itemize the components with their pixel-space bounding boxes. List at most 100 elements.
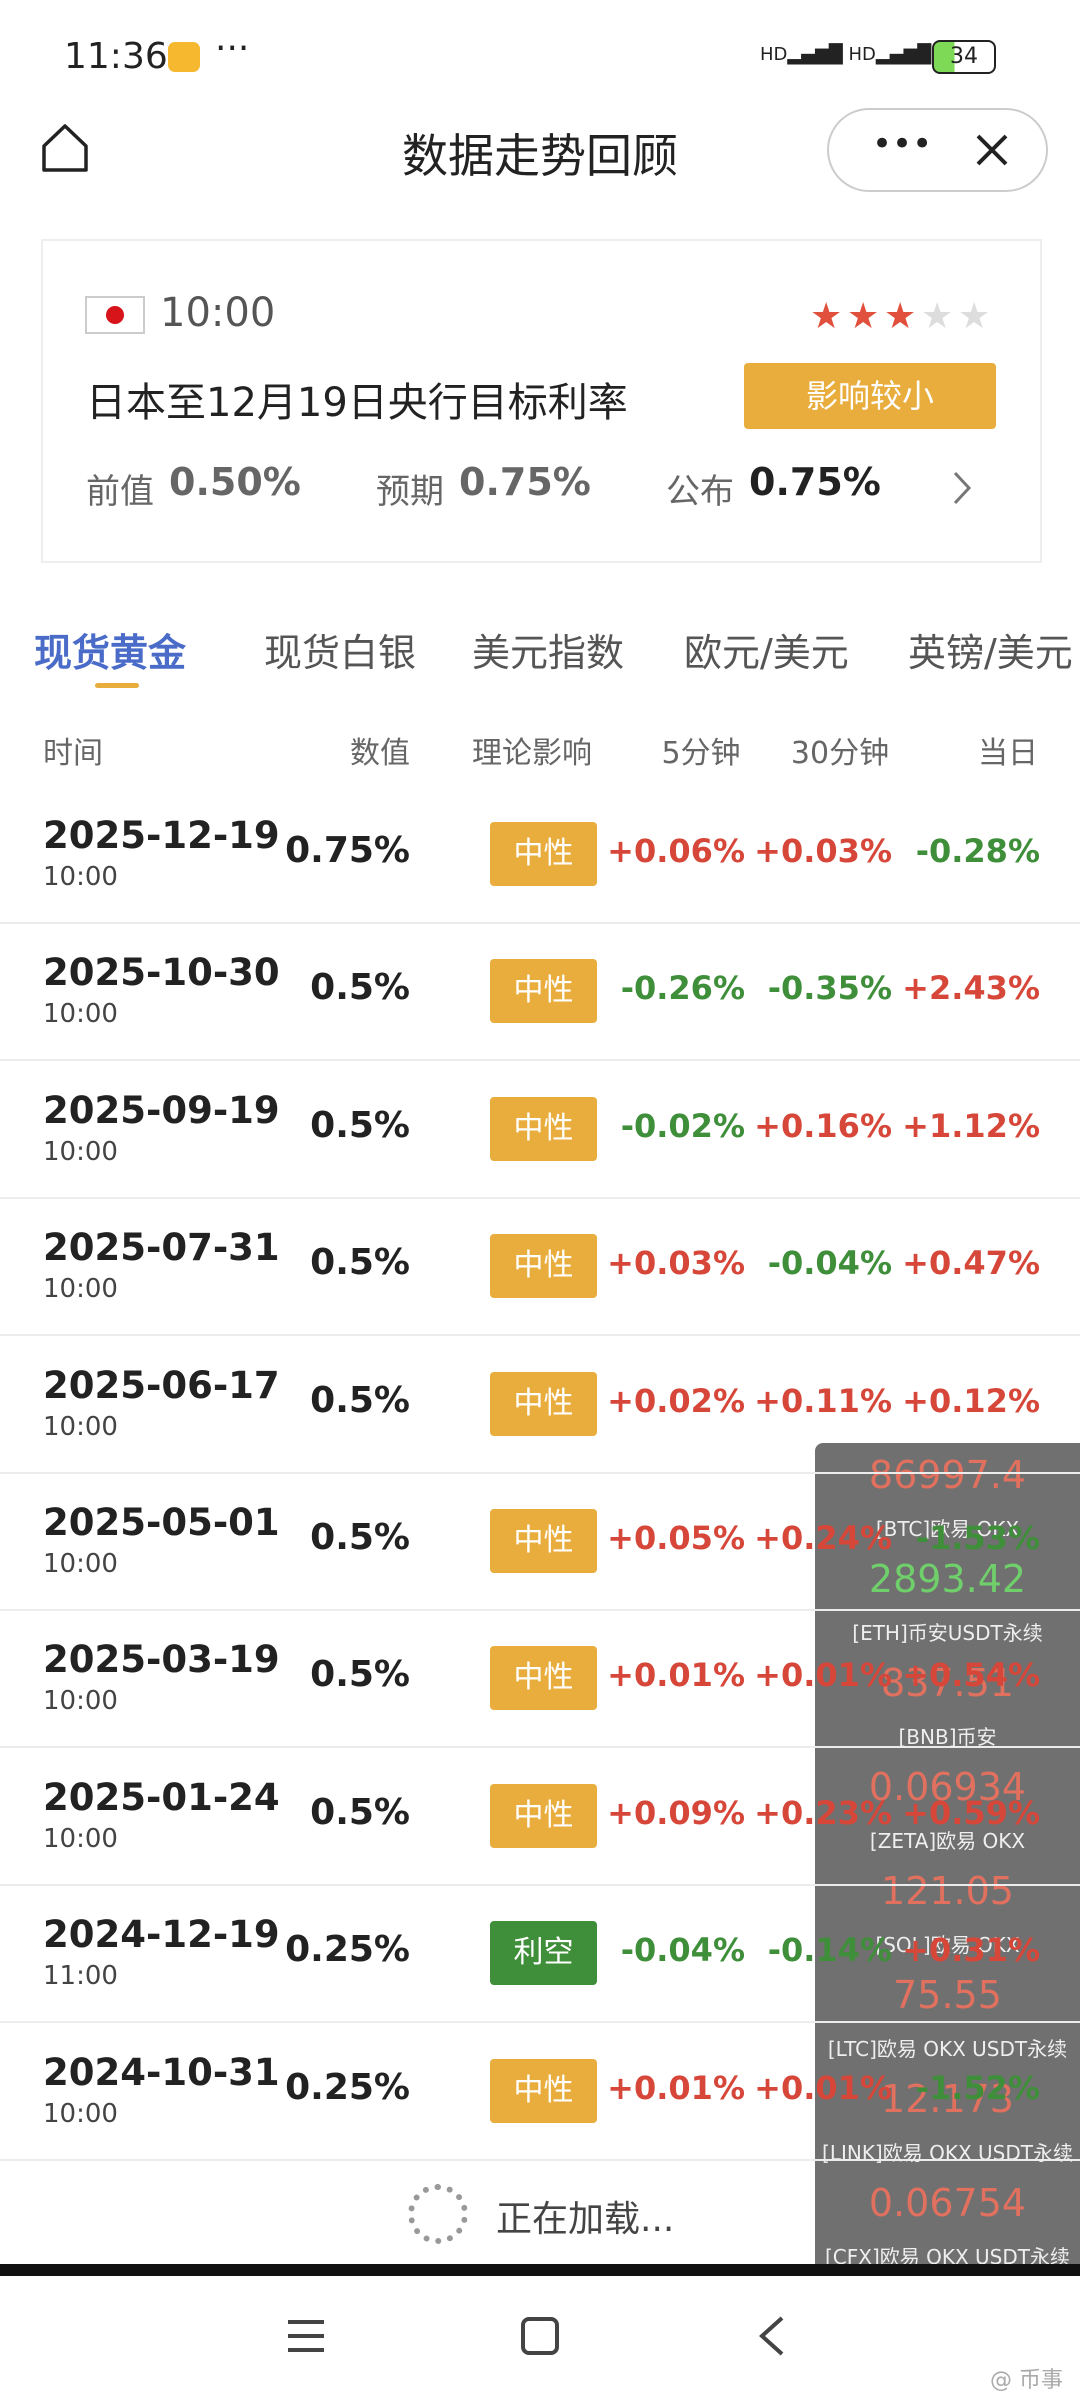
ticker-source: [LTC]欧易 OKX USDT永续 (827, 2037, 1068, 2061)
row-date: 2024-10-31 (43, 2050, 280, 2094)
change-value: -0.04% (620, 1931, 745, 1970)
tab[interactable]: 欧元/美元 (684, 631, 849, 675)
row-date: 2025-05-01 (43, 1501, 280, 1544)
row-value: 0.5% (310, 1379, 410, 1421)
change-value: -1.53% (915, 1519, 1040, 1557)
change-value: +0.16% (754, 1106, 892, 1145)
ticker-source: [SOL]欧易 OKX (875, 1933, 1020, 1957)
change-value: -1.52% (915, 2068, 1040, 2107)
star: ★ (884, 296, 917, 337)
more-status: ··· (215, 28, 250, 69)
row-separator (0, 1196, 1080, 1199)
battery: 34 (932, 40, 996, 74)
column-header: 5分钟 (661, 736, 741, 771)
page-title: 数据走势回顾 (402, 129, 678, 183)
menu-button[interactable]: ••• (872, 124, 933, 164)
ticker-source: [BTC]欧易 OKX (875, 1517, 1020, 1541)
tab[interactable]: 英镑/美元 (908, 631, 1073, 675)
ticker-price: 86997.4 (868, 1453, 1027, 1497)
change-value: -0.02% (620, 1106, 745, 1145)
tab[interactable]: 现货黄金 (34, 631, 187, 675)
change-value: -0.04% (767, 1244, 892, 1283)
tab[interactable]: 美元指数 (472, 631, 625, 675)
row-value: 0.5% (310, 967, 410, 1009)
ticker-price: 837.51 (881, 1661, 1014, 1705)
change-value: +0.12% (902, 1381, 1040, 1420)
event-card (41, 239, 1042, 563)
row-value: 0.75% (285, 830, 410, 871)
change-value: -0.14% (767, 1931, 892, 1970)
row-separator (0, 1609, 1080, 1611)
row-time: 10:00 (43, 1136, 118, 1167)
row-date: 2025-07-31 (43, 1226, 280, 1270)
nav-back[interactable] (756, 2314, 786, 2358)
change-value: +0.23% (754, 1793, 892, 1832)
row-time: 10:00 (43, 1411, 118, 1442)
change-value: +0.31% (902, 1931, 1040, 1970)
impact-badge: 中性 (490, 1096, 597, 1161)
change-value: +0.01% (607, 2068, 745, 2107)
change-value: +0.24% (754, 1519, 892, 1557)
flag (85, 296, 145, 334)
star: ★ (921, 296, 954, 337)
change-value: +0.59% (902, 1793, 1040, 1832)
change-value: +0.47% (902, 1244, 1040, 1283)
row-separator (0, 1471, 1080, 1474)
row-separator (0, 922, 1080, 924)
row-separator (0, 1746, 1080, 1749)
row-date: 2025-06-17 (43, 1363, 280, 1407)
stat-value: 0.50% (169, 460, 301, 504)
capsule: ••• (827, 108, 1048, 192)
change-value: +0.03% (607, 1244, 745, 1283)
signal: HD▂▄▆█ HD▂▄▆█ ◠ (760, 44, 953, 65)
row-time: 10:00 (43, 2098, 118, 2129)
stat-label: 预期 (376, 472, 444, 512)
home-button[interactable] (40, 122, 90, 174)
ticker-source: [LINK]欧易 OKX USDT永续 (822, 2141, 1073, 2165)
row-value: 0.5% (310, 1242, 410, 1284)
row-value: 0.25% (285, 2066, 410, 2108)
ticker-overlay[interactable]: 86997.4 [BTC]欧易 OKX 2893.42 [ETH]币安USDT永续 83… (815, 1443, 1080, 2264)
impact-badge: 中性 (490, 1234, 597, 1299)
change-value: +0.01% (754, 1656, 892, 1695)
close-button[interactable] (974, 132, 1010, 168)
spinner (408, 2184, 468, 2244)
ticker-price: 121.05 (881, 1869, 1014, 1913)
impact-badge: 中性 (490, 2058, 597, 2123)
ticker-price: 0.06754 (868, 2181, 1027, 2225)
nav-home[interactable] (520, 2316, 560, 2356)
row-time: 11:00 (43, 1961, 118, 1992)
row-time: 10:00 (43, 1823, 118, 1854)
row-value: 0.5% (310, 1517, 410, 1558)
change-value: +0.01% (754, 2068, 892, 2107)
mail-icon (168, 42, 200, 72)
arrow[interactable] (952, 470, 972, 506)
impact-badge: 利空 (490, 1921, 597, 1986)
impact-badge: 影响较小 (744, 363, 996, 429)
ticker-price: 0.06934 (868, 1765, 1027, 1809)
watermark: @ 币事 (990, 2368, 1063, 2393)
star: ★ (847, 296, 880, 337)
row-time: 10:00 (43, 1549, 118, 1579)
impact-badge: 中性 (490, 1783, 597, 1848)
row-date: 2025-01-24 (43, 1775, 280, 1819)
row-date: 2024-12-19 (43, 1913, 280, 1957)
column-header: 30分钟 (790, 736, 890, 771)
row-separator (0, 2158, 1080, 2161)
row-separator (0, 1059, 1080, 1062)
event-time: 10:00 (160, 290, 276, 336)
row-value: 0.25% (285, 1929, 410, 1971)
tab[interactable]: 现货白银 (264, 631, 417, 675)
change-value: +0.54% (902, 1656, 1040, 1695)
change-value: -0.26% (620, 969, 745, 1008)
loading-text: 正在加载... (496, 2199, 675, 2240)
change-value: +0.06% (607, 832, 745, 870)
nav-menu[interactable] (286, 2318, 326, 2354)
change-value: +0.11% (754, 1381, 892, 1420)
row-separator (0, 1883, 1080, 1886)
change-value: +0.03% (754, 832, 892, 870)
change-value: +0.05% (607, 1519, 745, 1557)
ticker-source: [BNB]币安 (898, 1725, 997, 1749)
stat-value: 0.75% (459, 460, 591, 504)
